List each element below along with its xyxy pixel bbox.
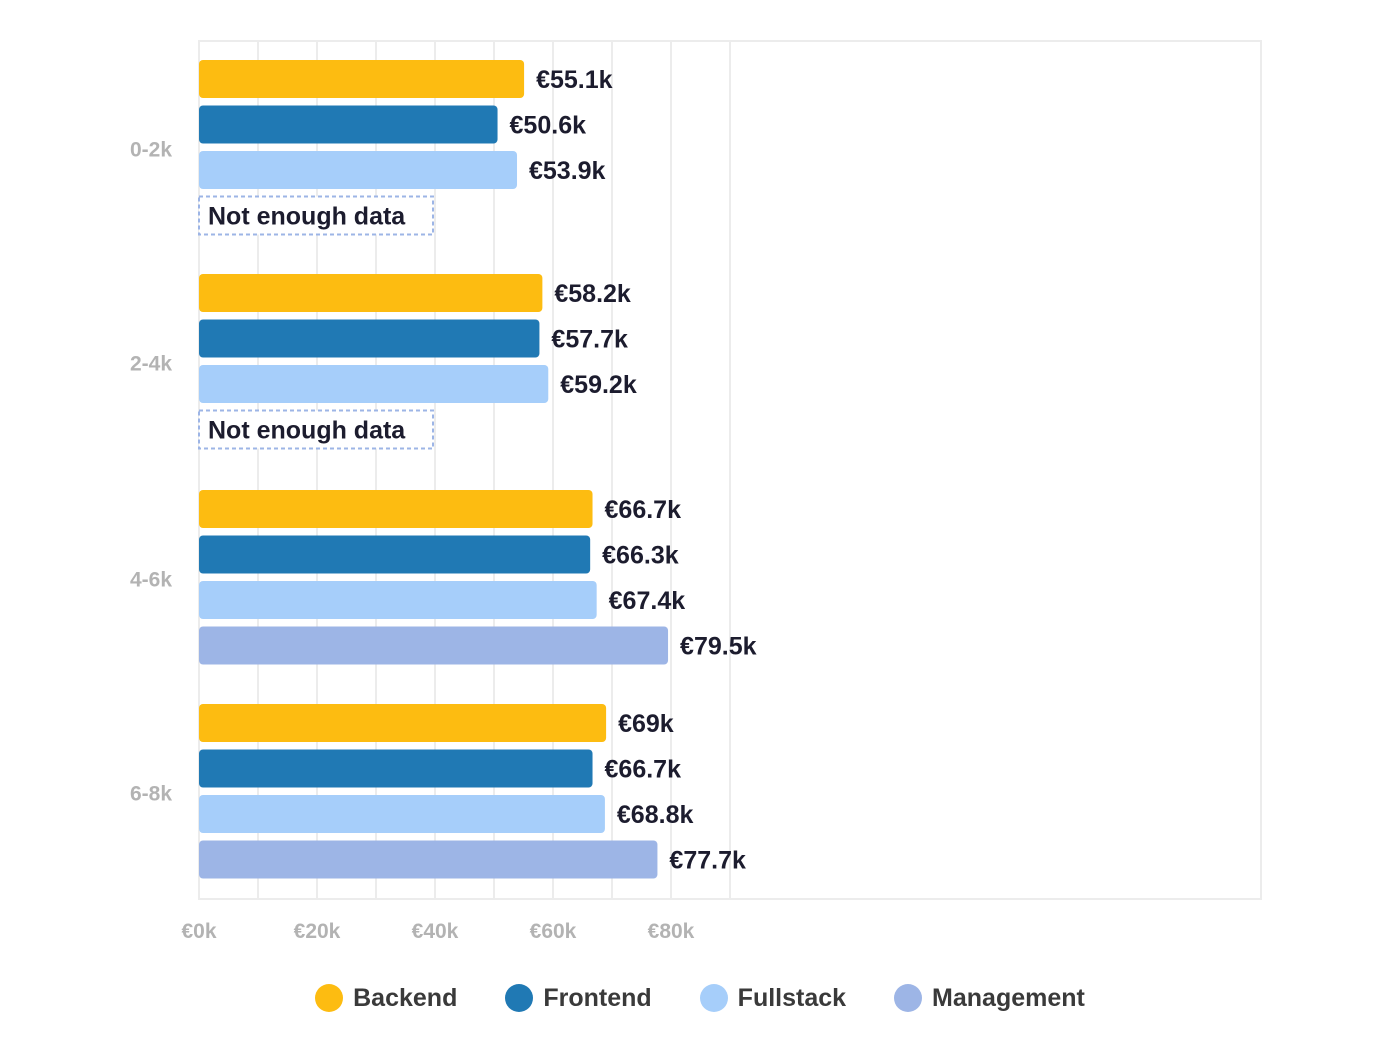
x-tick-label-0: €0k (181, 920, 216, 943)
bar-frontend-0-2k (199, 105, 498, 144)
value-label-management-6-8k: €77.7k (669, 847, 746, 875)
bar-frontend-6-8k (199, 749, 593, 788)
legend-label-frontend: Frontend (543, 983, 652, 1012)
value-label-frontend-2-4k: €57.7k (551, 326, 628, 354)
value-label-backend-0-2k: €55.1k (536, 66, 613, 94)
value-label-fullstack-2-4k: €59.2k (560, 371, 637, 399)
legend-swatch-backend (315, 984, 344, 1012)
legend-item-frontend[interactable]: Frontend (505, 983, 652, 1013)
value-label-backend-4-6k: €66.7k (605, 496, 682, 524)
bar-fullstack-4-6k (199, 581, 597, 619)
x-tick-label-60: €60k (530, 920, 577, 943)
missing-data-box-management-0-2k (198, 195, 434, 236)
missing-data-label-management-2-4k: Not enough data (208, 417, 406, 445)
category-label-6-8k: 6-8k (130, 782, 172, 805)
bar-fullstack-6-8k (199, 795, 605, 833)
x-tick-label-20: €20k (294, 920, 341, 943)
bar-backend-4-6k (199, 490, 593, 528)
x-tick-label-80: €80k (648, 920, 695, 943)
legend-label-management: Management (932, 983, 1085, 1012)
legend-swatch-fullstack (699, 984, 728, 1012)
legend: Backend Frontend Fullstack Management (0, 978, 1400, 1018)
value-label-frontend-6-8k: €66.7k (605, 756, 682, 784)
value-label-fullstack-4-6k: €67.4k (609, 587, 686, 615)
value-label-fullstack-0-2k: €53.9k (529, 157, 606, 185)
legend-swatch-frontend (505, 984, 534, 1012)
bar-chart-svg: €0k €20k €40k €60k €80k 0-2k €55.1k €50.6k €53.9… (130, 40, 1262, 943)
legend-swatch-management (894, 984, 923, 1012)
category-label-2-4k: 2-4k (130, 352, 172, 375)
missing-data-box-management-2-4k (198, 409, 434, 450)
bar-backend-6-8k (199, 704, 607, 742)
x-tick-label-40: €40k (412, 920, 459, 943)
bar-fullstack-0-2k (199, 151, 518, 189)
value-label-frontend-4-6k: €66.3k (602, 542, 679, 570)
category-label-4-6k: 4-6k (130, 568, 172, 591)
legend-label-fullstack: Fullstack (737, 983, 847, 1012)
bar-frontend-4-6k (199, 535, 591, 574)
bar-frontend-2-4k (199, 319, 540, 358)
value-label-management-4-6k: €79.5k (680, 633, 757, 661)
category-label-0-2k: 0-2k (130, 138, 172, 161)
value-label-fullstack-6-8k: €68.8k (617, 801, 694, 829)
bar-management-6-8k (199, 840, 658, 879)
legend-item-backend[interactable]: Backend (315, 984, 457, 1013)
legend-label-backend: Backend (353, 983, 458, 1012)
legend-item-fullstack[interactable]: Fullstack (699, 983, 847, 1013)
value-label-backend-2-4k: €58.2k (554, 280, 631, 308)
value-label-backend-6-8k: €69k (618, 710, 674, 738)
legend-item-management[interactable]: Management (894, 984, 1085, 1013)
bar-management-4-6k (199, 626, 669, 665)
missing-data-label-management-0-2k: Not enough data (208, 203, 406, 231)
bar-backend-2-4k (199, 274, 543, 312)
value-label-frontend-0-2k: €50.6k (510, 112, 587, 140)
bar-backend-0-2k (199, 60, 525, 98)
bar-fullstack-2-4k (199, 365, 549, 403)
